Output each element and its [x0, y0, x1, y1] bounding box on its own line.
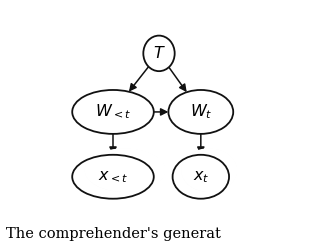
Ellipse shape	[100, 169, 128, 184]
Ellipse shape	[185, 156, 227, 189]
Ellipse shape	[98, 167, 132, 185]
Ellipse shape	[96, 163, 138, 186]
Ellipse shape	[192, 170, 209, 183]
Ellipse shape	[91, 157, 150, 189]
Ellipse shape	[190, 165, 216, 185]
Ellipse shape	[85, 149, 165, 192]
Ellipse shape	[190, 166, 215, 185]
Ellipse shape	[86, 151, 162, 191]
Ellipse shape	[192, 169, 211, 184]
Ellipse shape	[95, 163, 139, 186]
Ellipse shape	[189, 163, 218, 186]
Ellipse shape	[181, 149, 237, 192]
Text: $T$: $T$	[153, 45, 165, 62]
Ellipse shape	[85, 149, 164, 192]
Ellipse shape	[97, 165, 135, 185]
Ellipse shape	[191, 169, 211, 184]
Ellipse shape	[92, 158, 147, 188]
Ellipse shape	[72, 90, 154, 134]
Ellipse shape	[99, 168, 129, 184]
Ellipse shape	[187, 159, 224, 188]
Text: $x_t$: $x_t$	[192, 168, 209, 185]
Ellipse shape	[100, 169, 126, 184]
Ellipse shape	[190, 167, 214, 185]
Ellipse shape	[185, 157, 227, 189]
Text: $W_t$: $W_t$	[190, 103, 212, 121]
Ellipse shape	[99, 167, 130, 184]
Ellipse shape	[183, 152, 233, 191]
Ellipse shape	[89, 154, 156, 190]
Ellipse shape	[86, 151, 161, 191]
Ellipse shape	[86, 150, 163, 191]
Ellipse shape	[173, 155, 229, 199]
Ellipse shape	[189, 164, 217, 186]
Ellipse shape	[184, 155, 229, 189]
Ellipse shape	[186, 157, 226, 188]
Ellipse shape	[91, 157, 149, 188]
Ellipse shape	[97, 165, 136, 185]
Ellipse shape	[183, 152, 232, 191]
Ellipse shape	[190, 166, 214, 185]
Ellipse shape	[93, 159, 146, 188]
Ellipse shape	[89, 154, 155, 190]
Ellipse shape	[143, 36, 175, 71]
Ellipse shape	[183, 151, 234, 191]
Ellipse shape	[190, 165, 217, 185]
Text: The comprehender's generat: The comprehender's generat	[6, 227, 221, 241]
Ellipse shape	[184, 154, 230, 190]
Ellipse shape	[187, 161, 222, 187]
Ellipse shape	[184, 154, 230, 190]
Ellipse shape	[187, 159, 223, 188]
Ellipse shape	[92, 158, 148, 188]
Ellipse shape	[182, 149, 236, 192]
Ellipse shape	[89, 155, 154, 189]
Ellipse shape	[188, 162, 220, 187]
Text: $W_{<t}$: $W_{<t}$	[95, 103, 131, 121]
Ellipse shape	[182, 151, 235, 191]
Ellipse shape	[187, 160, 222, 187]
Ellipse shape	[188, 162, 219, 186]
Ellipse shape	[182, 150, 235, 191]
Text: $x_{<t}$: $x_{<t}$	[98, 168, 128, 185]
Ellipse shape	[191, 168, 212, 184]
Ellipse shape	[93, 159, 145, 188]
Ellipse shape	[183, 153, 232, 190]
Ellipse shape	[181, 148, 238, 192]
Ellipse shape	[191, 167, 213, 184]
Ellipse shape	[97, 166, 134, 185]
Ellipse shape	[96, 164, 137, 186]
Ellipse shape	[93, 160, 144, 187]
Ellipse shape	[186, 158, 225, 188]
Ellipse shape	[192, 169, 210, 184]
Ellipse shape	[87, 152, 159, 191]
Ellipse shape	[188, 161, 221, 187]
Ellipse shape	[185, 155, 228, 189]
Ellipse shape	[88, 153, 156, 190]
Ellipse shape	[72, 155, 154, 199]
Ellipse shape	[94, 161, 143, 187]
Ellipse shape	[94, 161, 142, 187]
Ellipse shape	[100, 169, 127, 184]
Ellipse shape	[169, 90, 233, 134]
Ellipse shape	[85, 148, 166, 192]
Ellipse shape	[186, 158, 225, 188]
Ellipse shape	[90, 155, 152, 189]
Ellipse shape	[184, 153, 231, 190]
Ellipse shape	[95, 162, 140, 186]
Ellipse shape	[88, 153, 158, 190]
Ellipse shape	[101, 170, 125, 183]
Ellipse shape	[98, 166, 133, 185]
Ellipse shape	[87, 152, 160, 191]
Ellipse shape	[90, 156, 151, 189]
Ellipse shape	[94, 162, 141, 187]
Ellipse shape	[189, 163, 219, 186]
